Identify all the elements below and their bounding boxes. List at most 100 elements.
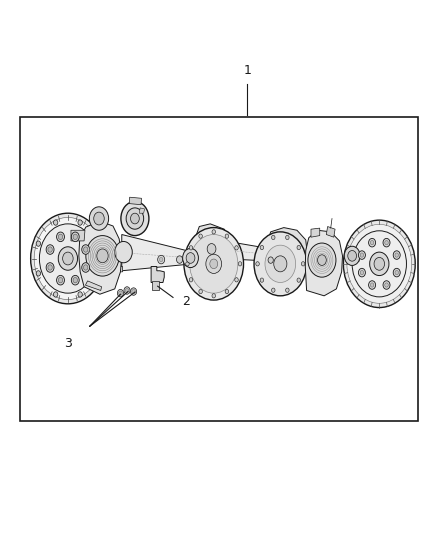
Circle shape bbox=[58, 278, 63, 283]
Circle shape bbox=[189, 278, 193, 282]
Circle shape bbox=[212, 294, 215, 298]
Circle shape bbox=[78, 292, 82, 297]
Circle shape bbox=[86, 236, 119, 276]
Circle shape bbox=[58, 247, 78, 270]
Polygon shape bbox=[79, 221, 122, 294]
Circle shape bbox=[73, 234, 78, 239]
Circle shape bbox=[71, 232, 79, 241]
Circle shape bbox=[210, 259, 218, 269]
Circle shape bbox=[53, 292, 58, 297]
Circle shape bbox=[212, 230, 215, 234]
Circle shape bbox=[393, 268, 400, 277]
Circle shape bbox=[73, 278, 78, 283]
Circle shape bbox=[272, 288, 275, 292]
Circle shape bbox=[46, 245, 54, 254]
Circle shape bbox=[36, 241, 41, 246]
Circle shape bbox=[190, 235, 238, 293]
Circle shape bbox=[199, 234, 202, 238]
Circle shape bbox=[272, 236, 275, 240]
Circle shape bbox=[131, 288, 137, 295]
Circle shape bbox=[46, 263, 54, 272]
Polygon shape bbox=[311, 228, 320, 237]
Circle shape bbox=[117, 289, 124, 297]
Circle shape bbox=[286, 288, 289, 292]
Circle shape bbox=[383, 238, 390, 247]
Circle shape bbox=[39, 224, 96, 293]
Circle shape bbox=[385, 240, 388, 245]
Circle shape bbox=[358, 251, 365, 260]
Circle shape bbox=[308, 243, 336, 277]
Polygon shape bbox=[193, 224, 231, 289]
Circle shape bbox=[268, 257, 273, 263]
Circle shape bbox=[260, 278, 264, 282]
Circle shape bbox=[121, 201, 149, 236]
Circle shape bbox=[82, 245, 90, 254]
Circle shape bbox=[383, 281, 390, 289]
Circle shape bbox=[84, 265, 88, 270]
Circle shape bbox=[159, 257, 163, 262]
Circle shape bbox=[132, 289, 135, 294]
Circle shape bbox=[84, 247, 88, 252]
Polygon shape bbox=[264, 228, 307, 292]
Circle shape bbox=[119, 291, 122, 295]
Text: 2: 2 bbox=[182, 295, 190, 308]
Circle shape bbox=[199, 289, 202, 294]
Circle shape bbox=[358, 268, 365, 277]
Circle shape bbox=[126, 208, 144, 229]
Circle shape bbox=[186, 262, 189, 266]
Circle shape bbox=[82, 263, 90, 272]
Circle shape bbox=[184, 228, 244, 300]
Circle shape bbox=[57, 232, 64, 241]
Circle shape bbox=[48, 247, 52, 252]
Circle shape bbox=[286, 236, 289, 240]
Circle shape bbox=[371, 240, 374, 245]
Circle shape bbox=[343, 220, 415, 308]
Circle shape bbox=[125, 288, 129, 293]
Circle shape bbox=[57, 276, 64, 285]
Circle shape bbox=[58, 234, 63, 239]
Circle shape bbox=[89, 207, 109, 230]
Circle shape bbox=[360, 270, 364, 274]
Circle shape bbox=[385, 283, 388, 287]
Circle shape bbox=[347, 224, 412, 303]
Circle shape bbox=[371, 283, 374, 287]
Circle shape bbox=[352, 231, 406, 297]
Circle shape bbox=[206, 254, 222, 273]
Circle shape bbox=[225, 289, 229, 294]
Circle shape bbox=[254, 232, 307, 296]
Circle shape bbox=[177, 256, 183, 263]
Circle shape bbox=[158, 255, 165, 264]
Circle shape bbox=[297, 278, 300, 282]
Circle shape bbox=[124, 287, 130, 294]
Circle shape bbox=[131, 213, 139, 224]
Polygon shape bbox=[326, 227, 335, 237]
Circle shape bbox=[395, 253, 399, 257]
Polygon shape bbox=[231, 242, 272, 261]
Polygon shape bbox=[129, 197, 141, 205]
Circle shape bbox=[48, 265, 52, 270]
Circle shape bbox=[189, 246, 193, 250]
Circle shape bbox=[369, 281, 376, 289]
Circle shape bbox=[235, 278, 238, 282]
Circle shape bbox=[95, 271, 99, 276]
Circle shape bbox=[78, 220, 82, 225]
Polygon shape bbox=[152, 281, 159, 290]
Circle shape bbox=[225, 234, 229, 238]
Circle shape bbox=[369, 238, 376, 247]
Circle shape bbox=[348, 251, 357, 261]
Circle shape bbox=[301, 262, 305, 266]
Polygon shape bbox=[139, 208, 145, 213]
Circle shape bbox=[94, 212, 104, 225]
Circle shape bbox=[31, 213, 105, 304]
FancyBboxPatch shape bbox=[20, 117, 418, 421]
Circle shape bbox=[34, 217, 102, 300]
Circle shape bbox=[393, 251, 400, 260]
Circle shape bbox=[183, 248, 198, 268]
Circle shape bbox=[235, 246, 238, 250]
Text: 3: 3 bbox=[64, 337, 72, 350]
Circle shape bbox=[274, 256, 287, 272]
Circle shape bbox=[265, 245, 296, 282]
Circle shape bbox=[95, 241, 99, 246]
Circle shape bbox=[207, 244, 216, 254]
Polygon shape bbox=[85, 281, 102, 290]
